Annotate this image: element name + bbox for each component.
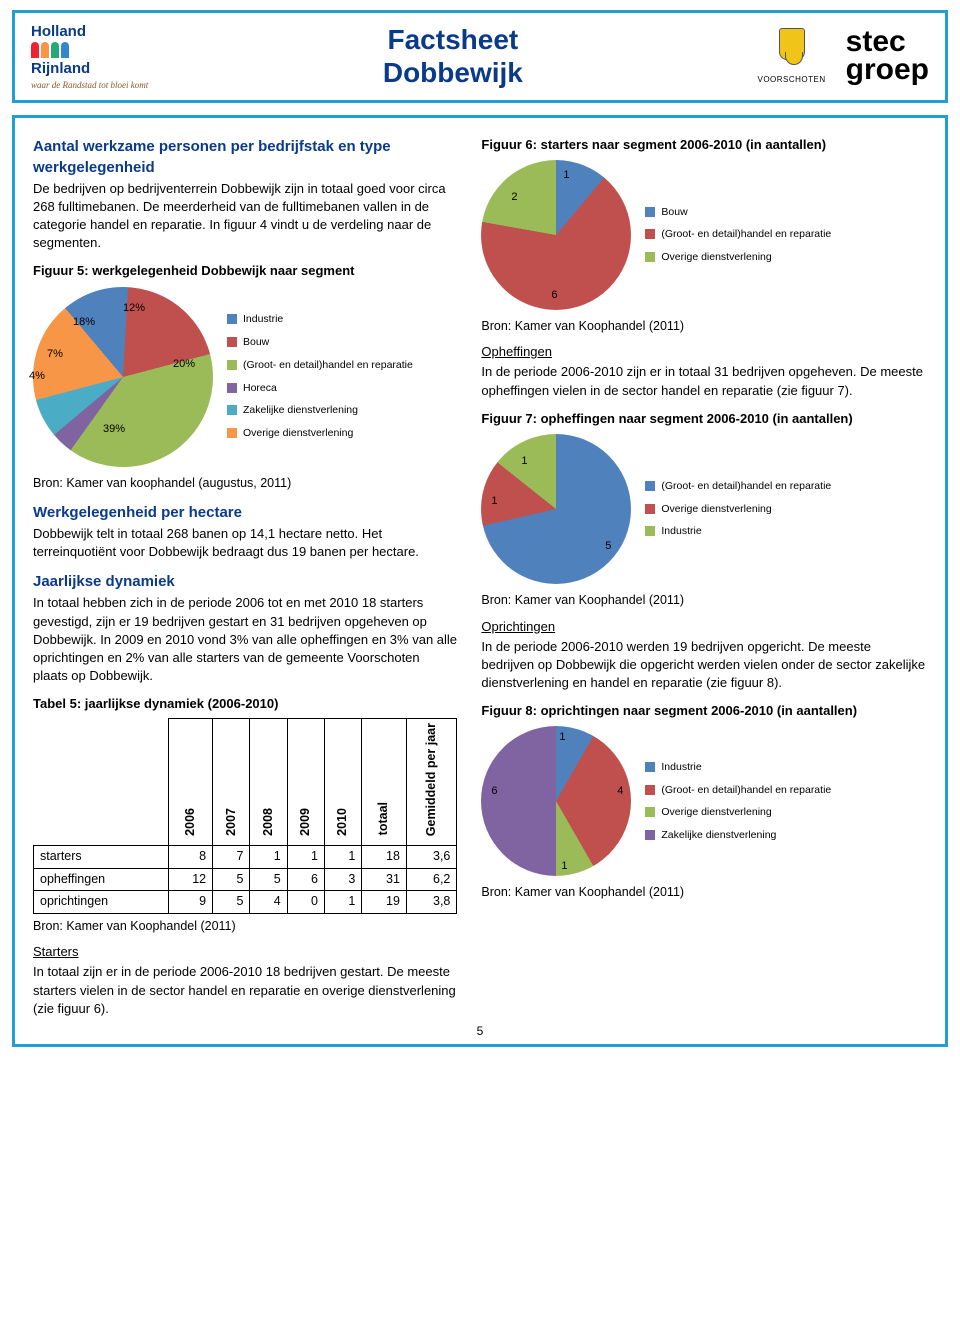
page-number: 5 bbox=[477, 1023, 484, 1040]
subsection-title: Starters bbox=[33, 943, 457, 961]
factsheet-title: Factsheet Dobbewijk bbox=[168, 23, 737, 90]
figure-6: 1 6 2 Bouw (Groot- en detail)handel en r… bbox=[481, 160, 927, 310]
legend-fig6: Bouw (Groot- en detail)handel en reparat… bbox=[645, 205, 831, 265]
figure-5: 12% 20% 39% 4% 7% 18% Industrie Bouw (Gr… bbox=[33, 287, 457, 467]
paragraph: Dobbewijk telt in totaal 268 banen op 14… bbox=[33, 525, 457, 561]
legend-fig7: (Groot- en detail)handel en reparatie Ov… bbox=[645, 479, 831, 539]
table-5: 2006 2007 2008 2009 2010 totaal Gemiddel… bbox=[33, 718, 457, 914]
table-row: starters87111183,6 bbox=[34, 846, 457, 869]
figure-title: Figuur 6: starters naar segment 2006-201… bbox=[481, 136, 927, 154]
table-row: oprichtingen95401193,8 bbox=[34, 891, 457, 914]
figure-source: Bron: Kamer van Koophandel (2011) bbox=[481, 318, 927, 336]
table-source: Bron: Kamer van Koophandel (2011) bbox=[33, 918, 457, 936]
figure-source: Bron: Kamer van koophandel (augustus, 20… bbox=[33, 475, 457, 493]
paragraph: In totaal hebben zich in de periode 2006… bbox=[33, 594, 457, 685]
content-frame: Aantal werkzame personen per bedrijfstak… bbox=[12, 115, 948, 1047]
table-row: opheffingen125563316,2 bbox=[34, 868, 457, 891]
pie-chart-fig7: 5 1 1 bbox=[481, 434, 631, 584]
figure-8: 1 4 1 6 Industrie (Groot- en detail)hand… bbox=[481, 726, 927, 876]
pie-chart-fig5: 12% 20% 39% 4% 7% 18% bbox=[0, 250, 250, 504]
subsection-title: Opheffingen bbox=[481, 343, 927, 361]
pie-chart-fig8: 1 4 1 6 bbox=[481, 726, 631, 876]
figure-title: Figuur 8: oprichtingen naar segment 2006… bbox=[481, 702, 927, 720]
legend-fig8: Industrie (Groot- en detail)handel en re… bbox=[645, 760, 831, 843]
factsheet-header: Holland Rijnland waar de Randstad tot bl… bbox=[12, 10, 948, 103]
pie-chart-fig6: 1 6 2 bbox=[481, 160, 631, 310]
section-title: Aantal werkzame personen per bedrijfstak… bbox=[33, 136, 457, 178]
shield-icon bbox=[779, 28, 805, 60]
figure-title: Figuur 5: werkgelegenheid Dobbewijk naar… bbox=[33, 262, 457, 280]
paragraph: In de periode 2006-2010 werden 19 bedrij… bbox=[481, 638, 927, 693]
table-title: Tabel 5: jaarlijkse dynamiek (2006-2010) bbox=[33, 695, 457, 713]
logo-voorschoten: VOORSCHOTEN bbox=[757, 28, 825, 85]
figure-source: Bron: Kamer van Koophandel (2011) bbox=[481, 884, 927, 902]
paragraph: In totaal zijn er in de periode 2006-201… bbox=[33, 963, 457, 1018]
left-column: Aantal werkzame personen per bedrijfstak… bbox=[33, 136, 457, 1026]
figure-7: 5 1 1 (Groot- en detail)handel en repara… bbox=[481, 434, 927, 584]
figure-source: Bron: Kamer van Koophandel (2011) bbox=[481, 592, 927, 610]
logo-holland-rijnland: Holland Rijnland waar de Randstad tot bl… bbox=[31, 21, 148, 92]
section-title: Jaarlijkse dynamiek bbox=[33, 571, 457, 592]
paragraph: De bedrijven op bedrijventerrein Dobbewi… bbox=[33, 180, 457, 253]
figure-title: Figuur 7: opheffingen naar segment 2006-… bbox=[481, 410, 927, 428]
legend-fig5: Industrie Bouw (Groot- en detail)handel … bbox=[227, 312, 413, 440]
right-column: Figuur 6: starters naar segment 2006-201… bbox=[481, 136, 927, 1026]
logo-stec-groep: stec groep bbox=[846, 28, 929, 85]
paragraph: In de periode 2006-2010 zijn er in totaa… bbox=[481, 363, 927, 399]
subsection-title: Oprichtingen bbox=[481, 618, 927, 636]
section-title: Werkgelegenheid per hectare bbox=[33, 502, 457, 523]
